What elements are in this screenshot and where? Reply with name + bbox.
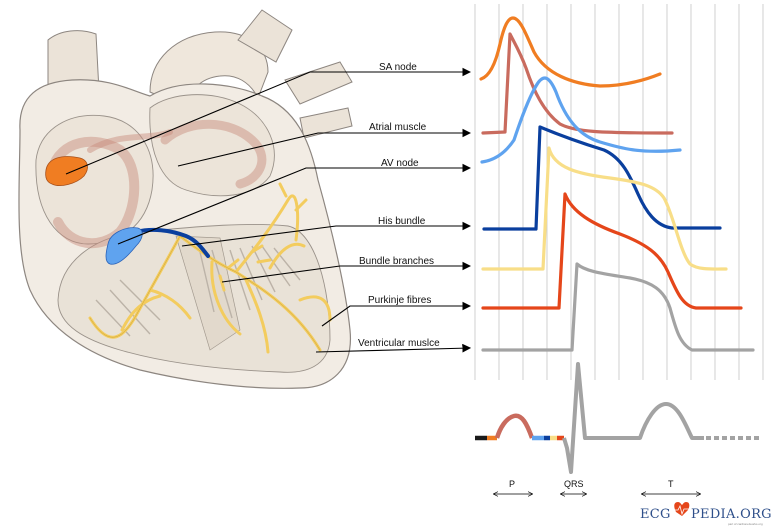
ecg-p-wave: [494, 413, 535, 439]
sa-node-action-potential: [479, 16, 662, 88]
label-sa-node: SA node: [379, 62, 417, 73]
structure-labels: SA node Atrial muscle AV node His bundle…: [358, 62, 440, 349]
atrial-muscle-action-potential: [481, 32, 674, 135]
sa-node-pointer: [65, 67, 472, 175]
t-interval-label: T: [668, 479, 674, 489]
his-bundle-pointer: [181, 221, 472, 247]
ventricular-muscle-action-potential: [481, 262, 755, 352]
action-potential-curves: [479, 16, 755, 352]
pulmonary-vein-lower-shape: [299, 107, 353, 139]
heart-pulse-icon: [674, 502, 690, 516]
ventricular-muscle-pointer: [315, 343, 472, 353]
heart-illustration: [18, 9, 353, 389]
his-bundle-action-potential: [482, 125, 722, 231]
conduction-system-outline: [89, 235, 321, 351]
sa-node-shape: [45, 156, 88, 186]
pulmonary-vessel-shape: [237, 9, 293, 63]
bundle-branches-pointer: [221, 261, 472, 283]
p-interval-label: P: [509, 479, 515, 489]
purkinje-fibres-action-potential: [481, 192, 743, 310]
timing-grid: [474, 4, 764, 380]
left-atrium-shape: [149, 94, 275, 197]
label-his-bundle: His bundle: [378, 216, 426, 227]
av-node-pointer: [117, 163, 472, 245]
av-node-shape: [105, 227, 143, 265]
logo-text-left: ECG: [640, 507, 671, 522]
label-ventricular-muscle: Ventricular muslce: [358, 338, 440, 349]
his-bundle-tract: [134, 227, 210, 258]
purkinje-fibres-pointer: [321, 301, 472, 327]
pulmonary-vein-shape: [284, 61, 353, 105]
atrial-muscle-pointer: [177, 128, 472, 167]
ecg-trace: [475, 362, 760, 474]
logo-tagline: part of cardionetworks.org: [728, 522, 763, 526]
qrs-interval-label: QRS: [564, 479, 584, 489]
label-bundle-branches: Bundle branches: [359, 256, 434, 267]
label-purkinje-fibres: Purkinje fibres: [368, 295, 431, 306]
bundle-branches-action-potential: [481, 146, 728, 271]
ecgpedia-logo: ECG PEDIA.ORG part of cardionetworks.org: [640, 502, 772, 526]
label-atrial-muscle: Atrial muscle: [369, 122, 427, 133]
logo-text-right: PEDIA.ORG: [691, 507, 772, 522]
pointer-lines: [65, 67, 472, 353]
av-node-action-potential: [480, 76, 682, 164]
ecg-qrs-and-t: [562, 362, 704, 474]
right-atrium-shape: [35, 114, 154, 245]
label-av-node: AV node: [381, 158, 419, 169]
atrial-wave: [47, 119, 267, 249]
